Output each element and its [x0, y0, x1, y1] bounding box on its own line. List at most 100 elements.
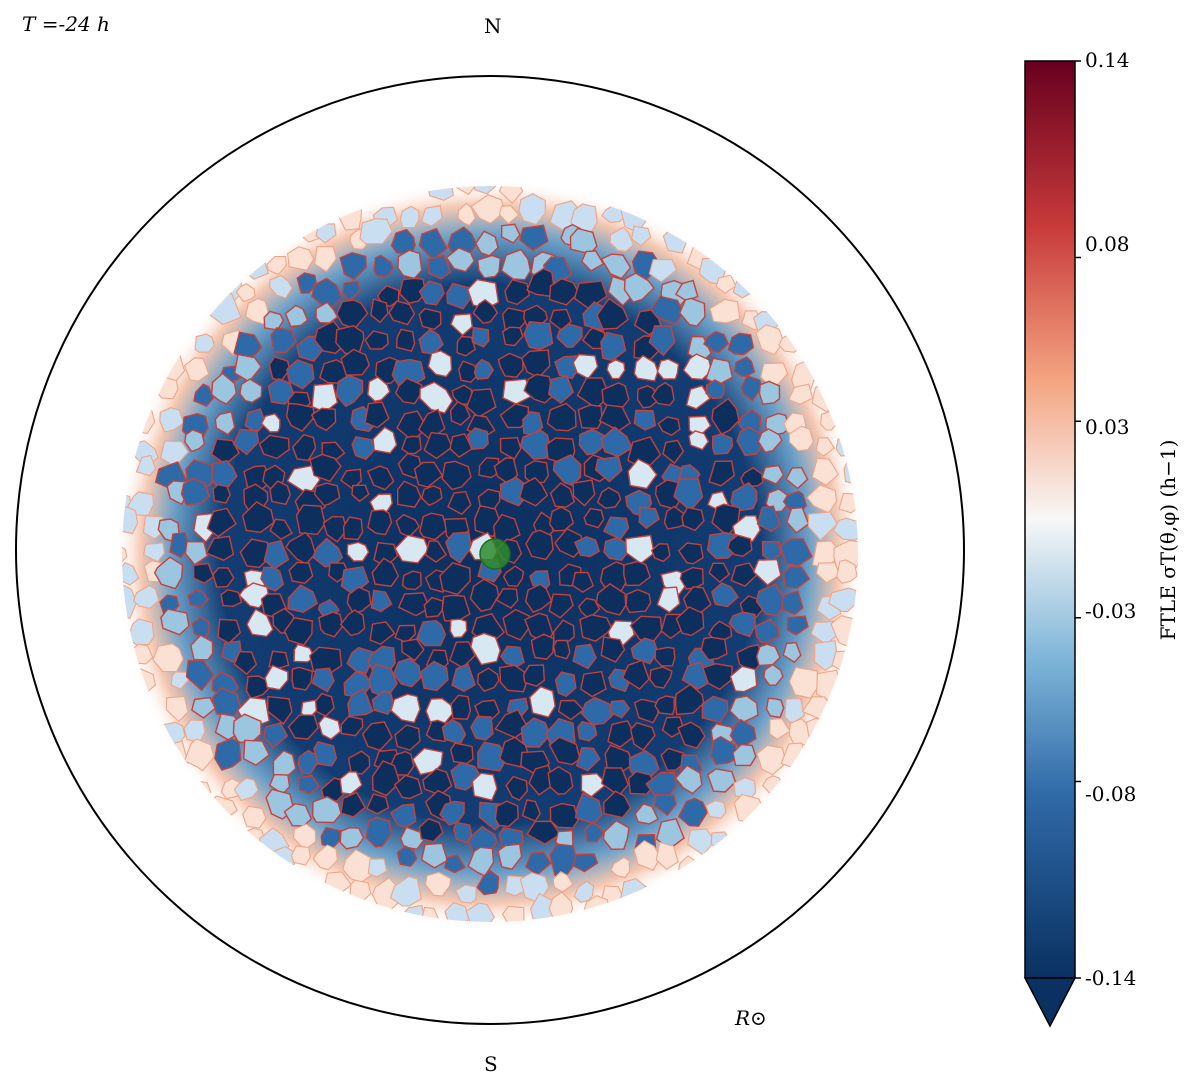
- ftle-cell: [318, 611, 344, 638]
- ftle-cell: [572, 643, 597, 670]
- ftle-cell: [594, 456, 623, 483]
- colorbar-tick-label: 0.03: [1085, 415, 1130, 439]
- ftle-cell: [547, 765, 574, 795]
- ftle-cell: [600, 253, 632, 280]
- north-label: N: [484, 14, 502, 38]
- ftle-cell: [520, 717, 552, 748]
- ftle-cell: [633, 354, 659, 382]
- ftle-cell: [621, 659, 650, 690]
- ftle-cell: [600, 331, 627, 362]
- ftle-cell: [287, 584, 319, 613]
- ftle-cell: [518, 192, 546, 226]
- ftle-cell: [388, 300, 416, 326]
- ftle-cell: [730, 562, 758, 587]
- ftle-cell: [239, 538, 271, 569]
- colorbar-extend-triangle: [1023, 977, 1077, 1028]
- ftle-cell: [389, 803, 417, 829]
- colorbar-tick-label: 0.14: [1085, 48, 1130, 72]
- ftle-cell: [521, 799, 541, 822]
- ftle-cell: [736, 426, 764, 457]
- ftle-cell: [454, 884, 477, 904]
- ftle-cell: [370, 298, 389, 324]
- ftle-cell: [580, 670, 607, 698]
- ftle-cell: [701, 695, 729, 724]
- ftle-cell: [602, 516, 630, 541]
- ftle-cell: [675, 606, 705, 637]
- ftle-cell: [441, 460, 472, 491]
- ftle-cell: [470, 194, 506, 224]
- ftle-cell: [397, 480, 422, 508]
- ftle-cell: [263, 539, 290, 570]
- ftle-cell: [476, 254, 501, 279]
- ftle-cell: [709, 298, 741, 324]
- ftle-cell: [703, 330, 730, 354]
- ftle-cell: [498, 204, 520, 225]
- ftle-cell: [266, 695, 293, 725]
- ftle-cell: [577, 404, 603, 430]
- ftle-cell: [439, 562, 471, 596]
- ftle-cell: [285, 402, 316, 432]
- south-label: S: [484, 1052, 498, 1076]
- ftle-cell: [603, 537, 629, 562]
- ftle-cell: [602, 819, 630, 850]
- ftle-cell: [445, 531, 472, 564]
- ftle-cell: [419, 660, 449, 692]
- ftle-cell: [756, 744, 788, 776]
- ftle-cell: [654, 695, 676, 716]
- ftle-cell: [654, 793, 677, 817]
- ftle-cell: [572, 479, 596, 507]
- ftle-cell: [584, 821, 605, 843]
- ftle-cell: [424, 871, 452, 897]
- ftle-cell: [288, 561, 314, 584]
- ftle-cell: [523, 321, 554, 351]
- ftle-cell: [454, 186, 479, 196]
- ftle-cell: [313, 482, 341, 507]
- ftle-cell: [755, 643, 781, 667]
- ftle-cell: [122, 561, 140, 586]
- colorbar-ticks: [1075, 60, 1081, 979]
- ftle-cell: [729, 695, 759, 724]
- ftle-cell: [393, 774, 423, 800]
- ftle-cell: [573, 880, 595, 903]
- ftle-cell: [623, 272, 655, 304]
- ftle-cell: [293, 643, 316, 663]
- ftle-cell: [449, 618, 468, 639]
- ftle-cell: [339, 251, 367, 281]
- ftle-cell: [655, 841, 679, 870]
- ftle-cell: [369, 621, 396, 645]
- ftle-cell: [122, 542, 128, 563]
- ftle-cell: [649, 666, 673, 689]
- ftle-cell: [625, 588, 652, 614]
- ftle-cell: [246, 608, 274, 638]
- ftle-cell: [519, 429, 552, 460]
- ftle-cell: [315, 223, 337, 244]
- ftle-cell: [190, 696, 217, 719]
- ftle-cell: [347, 688, 374, 717]
- ftle-cell-network: [122, 186, 858, 922]
- ftle-cell: [548, 374, 575, 405]
- ftle-cell: [623, 560, 651, 587]
- ftle-cell: [636, 385, 660, 409]
- ftle-cell: [318, 715, 342, 741]
- ftle-cell: [469, 578, 500, 612]
- solar-radius-label: R⊙: [735, 1006, 767, 1030]
- ftle-cell: [153, 556, 184, 590]
- ftle-cell: [424, 540, 448, 563]
- ftle-cell: [456, 335, 477, 357]
- ftle-cell: [525, 529, 554, 561]
- ftle-cell: [769, 718, 791, 740]
- ftle-cell: [708, 460, 735, 487]
- ftle-cell: [443, 854, 466, 874]
- ftle-cell: [705, 379, 725, 400]
- ftle-cell: [371, 557, 400, 587]
- ftle-cell: [421, 485, 443, 507]
- ftle-cell: [335, 374, 364, 408]
- ftle-cell: [706, 768, 737, 793]
- ftle-cell: [674, 764, 703, 795]
- ftle-cell: [595, 583, 627, 616]
- ftle-cell: [763, 663, 784, 686]
- ftle-cell: [235, 283, 256, 303]
- ftle-cell: [498, 664, 529, 693]
- ftle-cell: [394, 377, 423, 405]
- ftle-cell: [685, 384, 711, 410]
